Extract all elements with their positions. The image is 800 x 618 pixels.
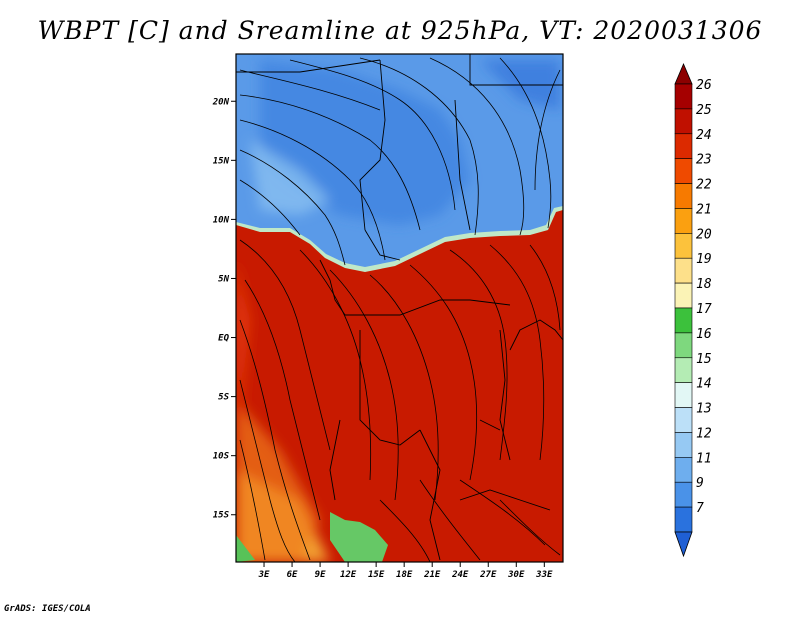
lat-tick-label: 20N: [212, 97, 230, 107]
colorbar-label: 11: [696, 451, 712, 466]
colorbar-label: 14: [696, 377, 712, 392]
colorbar-swatch: [674, 158, 693, 184]
colorbar-label: 17: [696, 302, 712, 317]
colorbar-label: 22: [696, 178, 712, 193]
lon-tick-label: 33E: [535, 570, 553, 580]
lon-tick-label: 18E: [396, 570, 413, 580]
colorbar-label: 7: [696, 501, 704, 516]
lon-tick-label: 3E: [258, 570, 270, 580]
colorbar-swatch: [674, 183, 693, 209]
colorbar-swatch: [674, 457, 693, 483]
lat-tick-label: 5N: [218, 274, 229, 284]
colorbar-swatch: [674, 133, 693, 159]
colorbar-legend: 26 25 24 23 22 21 20 19 18 17 16 15 14 13 12 11 9 7: [674, 62, 712, 558]
colorbar-swatch: [674, 357, 693, 383]
colorbar-swatch: [674, 282, 693, 309]
lon-tick-label: 21E: [423, 570, 441, 580]
colorbar-label: 26: [696, 78, 712, 93]
colorbar-swatch: [674, 382, 693, 408]
colorbar-swatch: [674, 257, 693, 284]
lon-tick-label: 27E: [479, 570, 497, 580]
colorbar-label: 21: [696, 202, 712, 217]
streamlines: [239, 57, 561, 562]
colorbar-label: 9: [696, 476, 704, 491]
latitude-axis: 20N 15N 10N 5N EQ 5S 10S 15S: [212, 97, 236, 521]
colorbar-label: 24: [696, 128, 712, 143]
longitude-axis: 3E 6E 9E 12E 15E 18E 21E 24E 27E 30E 33E: [258, 562, 553, 580]
lon-tick-label: 15E: [368, 570, 385, 580]
lon-tick-label: 9E: [315, 570, 326, 580]
colorbar-label: 20: [696, 227, 712, 242]
colorbar-swatch: [674, 506, 693, 533]
colorbar-label: 23: [696, 153, 712, 168]
lat-tick-label: 5S: [218, 393, 229, 403]
colorbar-swatch: [674, 108, 693, 135]
lat-tick-label: 15S: [213, 511, 230, 521]
lon-tick-label: 30E: [507, 570, 525, 580]
colorbar-label: 19: [696, 252, 712, 267]
colorbar-swatch: [674, 208, 693, 234]
lat-tick-label: 10S: [213, 452, 230, 462]
colorbar-label: 16: [696, 327, 712, 342]
country-borders: [236, 54, 563, 561]
colorbar-swatch: [674, 83, 693, 110]
colorbar-swatch: [674, 407, 693, 433]
colorbar-swatch: [674, 307, 693, 334]
lon-tick-label: 6E: [287, 570, 298, 580]
lat-tick-label: 10N: [213, 215, 230, 225]
colorbar-swatch: [674, 332, 693, 359]
lat-tick-label: 15N: [213, 156, 230, 166]
colorbar-top-arrow: [674, 62, 693, 85]
colorbar-bottom-arrow: [674, 531, 693, 558]
colorbar-label: 13: [696, 402, 712, 417]
colorbar-swatch: [674, 481, 693, 508]
grads-credit: GrADS: IGES/COLA: [4, 604, 91, 614]
lat-tick-label: EQ: [218, 334, 229, 344]
colorbar-label: 25: [696, 103, 712, 118]
colorbar-swatch: [674, 233, 693, 259]
plot-frame: [235, 53, 564, 563]
colorbar-label: 18: [696, 277, 712, 292]
colorbar-label: 15: [696, 352, 712, 367]
colorbar-swatch: [674, 432, 693, 458]
map-title: WBPT [C] and Sreamline at 925hPa, VT: 20…: [37, 16, 763, 45]
colorbar-label: 12: [696, 426, 712, 441]
lon-tick-label: 24E: [451, 570, 469, 580]
lon-tick-label: 12E: [340, 570, 357, 580]
